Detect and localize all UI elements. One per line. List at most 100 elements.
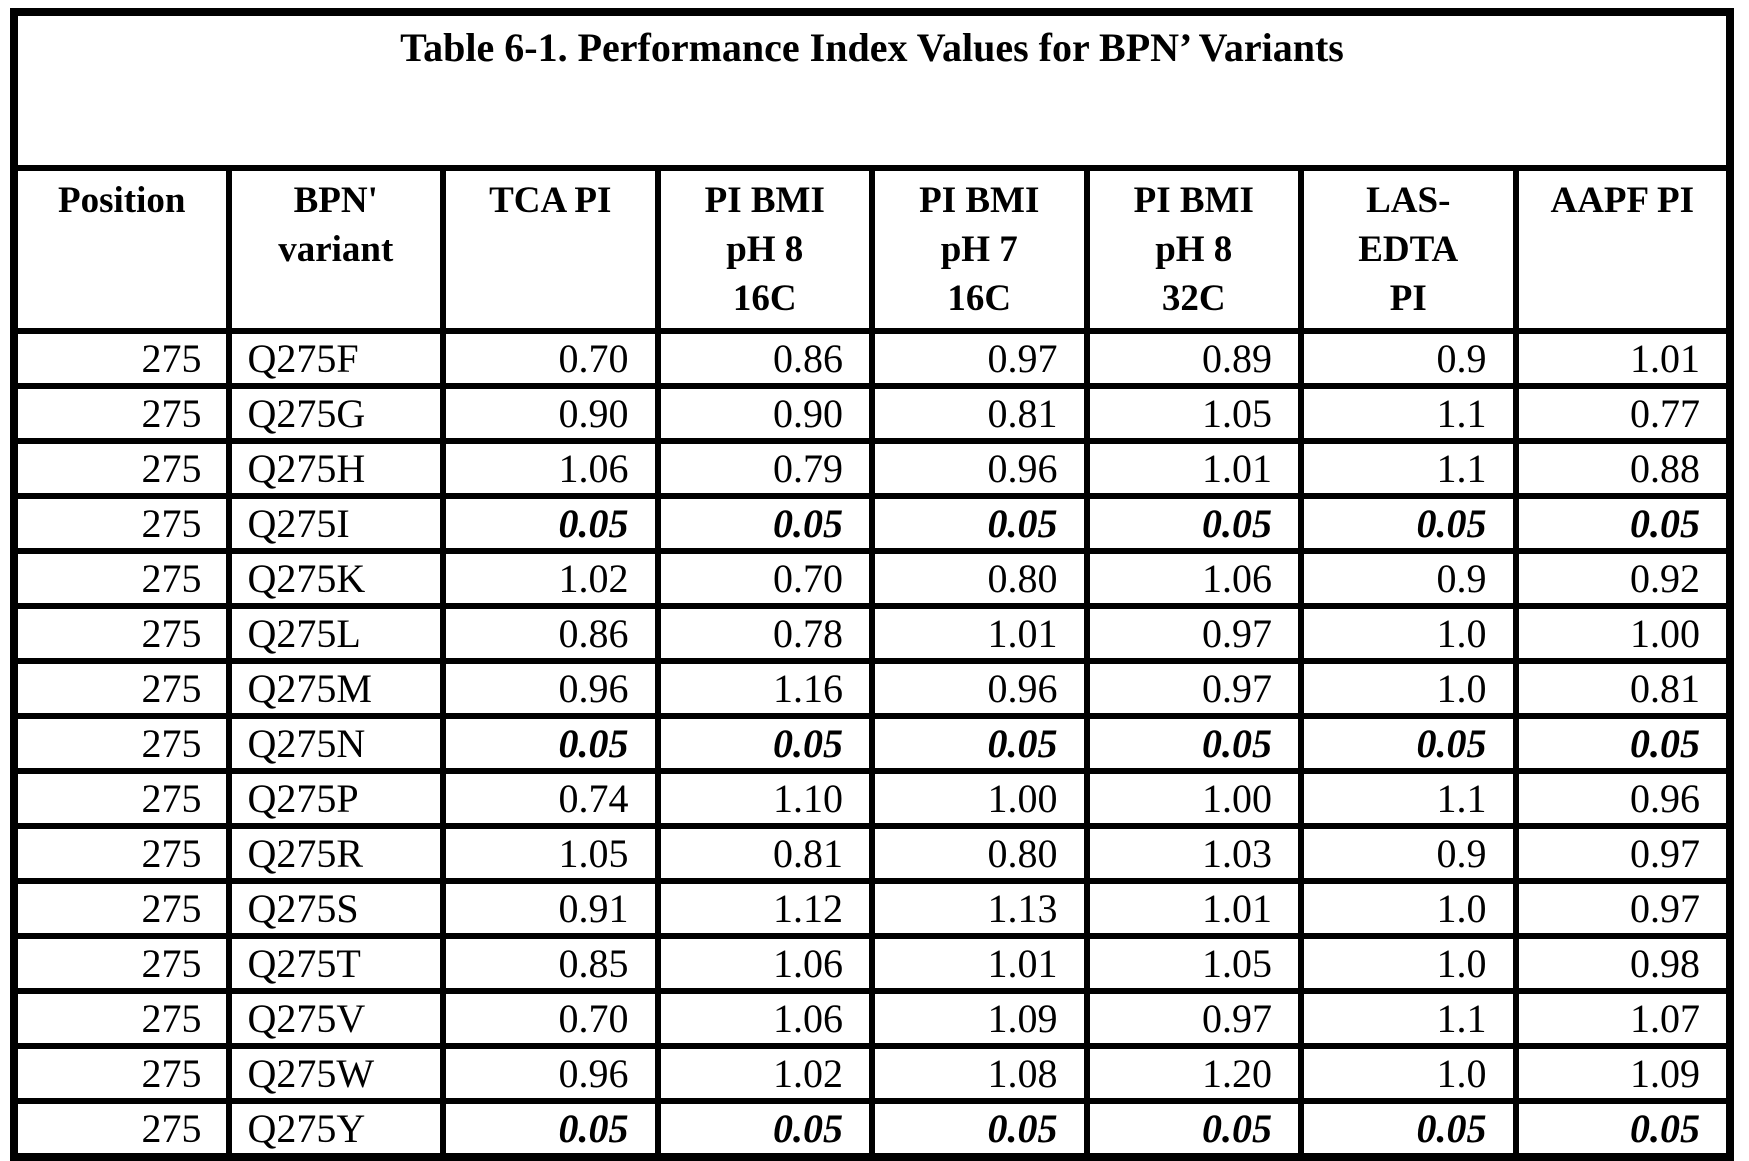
cell-value-pi-bmi-ph8-16c: 0.79 (654, 438, 875, 499)
cell-value-tca-pi: 0.05 (440, 493, 661, 554)
cell-value-pi-bmi-ph8-32c: 1.20 (1083, 1043, 1304, 1104)
cell-value-pi-bmi-ph8-32c: 1.05 (1083, 383, 1304, 444)
cell-value-las-edta-pi: 1.1 (1298, 383, 1519, 444)
cell-variant: Q275M (225, 658, 446, 719)
cell-value-tca-pi: 1.02 (440, 548, 661, 609)
cell-value-las-edta-pi: 1.0 (1298, 603, 1519, 664)
cell-value-las-edta-pi: 0.05 (1298, 1098, 1519, 1160)
cell-value-pi-bmi-ph8-32c: 0.05 (1083, 713, 1304, 774)
cell-value-tca-pi: 0.86 (440, 603, 661, 664)
cell-variant: Q275I (225, 493, 446, 554)
cell-value-tca-pi: 0.85 (440, 933, 661, 994)
cell-variant: Q275N (225, 713, 446, 774)
cell-value-las-edta-pi: 1.1 (1298, 438, 1519, 499)
cell-variant: Q275P (225, 768, 446, 829)
cell-value-pi-bmi-ph7-16c: 0.80 (869, 548, 1090, 609)
cell-value-pi-bmi-ph8-32c: 1.01 (1083, 438, 1304, 499)
cell-value-las-edta-pi: 0.9 (1298, 823, 1519, 884)
cell-value-pi-bmi-ph7-16c: 1.01 (869, 603, 1090, 664)
table-row-q275t: 275 Q275T 0.85 1.06 1.01 1.05 1.0 0.98 (11, 933, 1733, 994)
cell-position: 275 (11, 548, 232, 609)
header-line: TCA PI (489, 180, 612, 221)
cell-position: 275 (11, 988, 232, 1049)
cell-variant: Q275K (225, 548, 446, 609)
header-line: PI BMI (1133, 180, 1254, 221)
cell-value-aapf-pi: 0.92 (1512, 548, 1733, 609)
cell-position: 275 (11, 1098, 232, 1160)
cell-value-tca-pi: 0.74 (440, 768, 661, 829)
cell-value-pi-bmi-ph7-16c: 0.81 (869, 383, 1090, 444)
cell-value-pi-bmi-ph8-16c: 0.81 (654, 823, 875, 884)
cell-position: 275 (11, 823, 232, 884)
table-row-q275y: 275 Q275Y 0.05 0.05 0.05 0.05 0.05 0.05 (11, 1098, 1733, 1160)
cell-value-tca-pi: 0.90 (440, 383, 661, 444)
cell-value-pi-bmi-ph8-32c: 1.05 (1083, 933, 1304, 994)
cell-position: 275 (11, 603, 232, 664)
cell-value-las-edta-pi: 1.1 (1298, 988, 1519, 1049)
table-row-q275n: 275 Q275N 0.05 0.05 0.05 0.05 0.05 0.05 (11, 713, 1733, 774)
cell-variant: Q275R (225, 823, 446, 884)
header-line: 16C (732, 277, 797, 319)
cell-variant: Q275V (225, 988, 446, 1049)
cell-value-pi-bmi-ph7-16c: 0.96 (869, 438, 1090, 499)
cell-value-pi-bmi-ph7-16c: 1.13 (869, 878, 1090, 939)
cell-value-aapf-pi: 0.81 (1512, 658, 1733, 719)
cell-value-pi-bmi-ph7-16c: 0.05 (869, 493, 1090, 554)
cell-value-tca-pi: 0.05 (440, 713, 661, 774)
cell-value-aapf-pi: 0.97 (1512, 878, 1733, 939)
cell-value-pi-bmi-ph7-16c: 0.05 (869, 1098, 1090, 1160)
header-line: BPN' (293, 180, 378, 221)
cell-value-pi-bmi-ph7-16c: 0.80 (869, 823, 1090, 884)
cell-variant: Q275T (225, 933, 446, 994)
column-header-pi-bmi-ph7-16c: PI BMI pH 7 16C (869, 165, 1090, 334)
cell-variant: Q275W (225, 1043, 446, 1104)
cell-value-las-edta-pi: 1.1 (1298, 768, 1519, 829)
cell-position: 275 (11, 713, 232, 774)
cell-value-aapf-pi: 0.05 (1512, 493, 1733, 554)
cell-value-aapf-pi: 0.05 (1512, 713, 1733, 774)
table-row-q275m: 275 Q275M 0.96 1.16 0.96 0.97 1.0 0.81 (11, 658, 1733, 719)
cell-value-aapf-pi: 1.07 (1512, 988, 1733, 1049)
header-line: pH 7 (940, 228, 1018, 270)
header-line: 32C (1161, 277, 1226, 319)
cell-value-aapf-pi: 1.00 (1512, 603, 1733, 664)
cell-value-pi-bmi-ph8-16c: 1.16 (654, 658, 875, 719)
header-line: EDTA (1358, 228, 1459, 270)
cell-value-pi-bmi-ph8-16c: 0.78 (654, 603, 875, 664)
header-line: LAS- (1366, 180, 1451, 221)
cell-value-pi-bmi-ph8-16c: 0.05 (654, 713, 875, 774)
cell-variant: Q275H (225, 438, 446, 499)
header-line: PI BMI (704, 180, 825, 221)
cell-value-las-edta-pi: 0.05 (1298, 493, 1519, 554)
cell-value-tca-pi: 0.70 (440, 988, 661, 1049)
cell-value-aapf-pi: 0.05 (1512, 1098, 1733, 1160)
cell-variant: Q275S (225, 878, 446, 939)
cell-value-pi-bmi-ph8-16c: 1.10 (654, 768, 875, 829)
cell-position: 275 (11, 878, 232, 939)
cell-value-tca-pi: 0.91 (440, 878, 661, 939)
title-row: Table 6-1. Performance Index Values for … (11, 9, 1733, 171)
cell-value-pi-bmi-ph8-32c: 0.89 (1083, 328, 1304, 389)
cell-value-pi-bmi-ph8-16c: 0.86 (654, 328, 875, 389)
cell-value-pi-bmi-ph8-16c: 1.12 (654, 878, 875, 939)
header-line: Position (58, 180, 186, 221)
cell-value-pi-bmi-ph8-32c: 1.06 (1083, 548, 1304, 609)
cell-value-las-edta-pi: 0.9 (1298, 328, 1519, 389)
column-header-position: Position (11, 165, 232, 334)
column-header-aapf-pi: AAPF PI (1512, 165, 1733, 334)
cell-value-aapf-pi: 1.09 (1512, 1043, 1733, 1104)
cell-value-las-edta-pi: 1.0 (1298, 878, 1519, 939)
cell-value-tca-pi: 0.96 (440, 658, 661, 719)
cell-value-pi-bmi-ph8-16c: 0.90 (654, 383, 875, 444)
cell-value-aapf-pi: 0.96 (1512, 768, 1733, 829)
column-header-bpn-variant: BPN' variant (225, 165, 446, 334)
cell-value-pi-bmi-ph7-16c: 1.08 (869, 1043, 1090, 1104)
cell-position: 275 (11, 383, 232, 444)
table-row-q275l: 275 Q275L 0.86 0.78 1.01 0.97 1.0 1.00 (11, 603, 1733, 664)
cell-value-aapf-pi: 0.77 (1512, 383, 1733, 444)
cell-value-pi-bmi-ph8-32c: 1.01 (1083, 878, 1304, 939)
cell-value-pi-bmi-ph8-32c: 0.97 (1083, 603, 1304, 664)
cell-position: 275 (11, 438, 232, 499)
cell-value-pi-bmi-ph8-16c: 1.02 (654, 1043, 875, 1104)
cell-value-pi-bmi-ph8-32c: 0.05 (1083, 1098, 1304, 1160)
